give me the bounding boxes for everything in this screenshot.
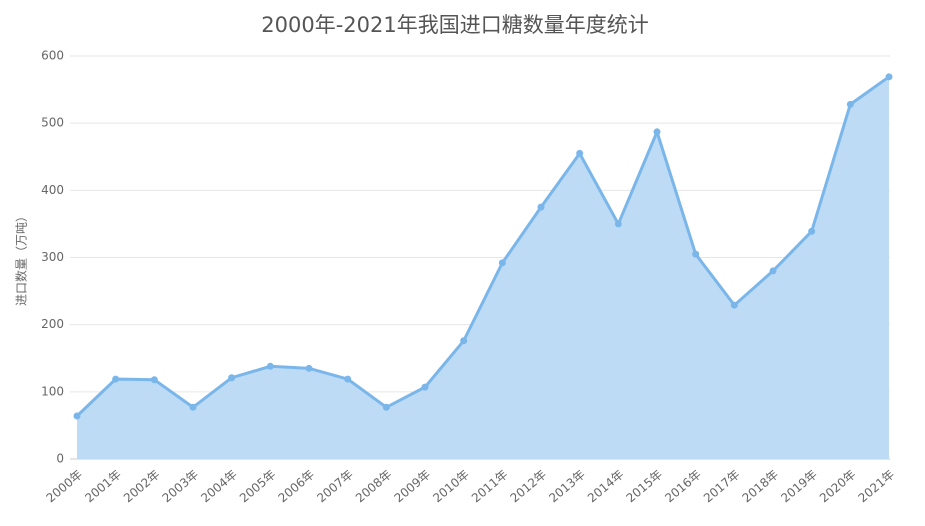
point [73, 412, 81, 420]
x-tick-label: 2000年 [44, 467, 86, 505]
point [460, 337, 468, 345]
x-tick-label: 2014年 [585, 467, 627, 505]
point [730, 301, 738, 309]
point [498, 259, 506, 267]
point [692, 250, 700, 258]
x-tick-label: 2018年 [740, 467, 782, 505]
x-tick-label: 2016年 [662, 467, 704, 505]
point [344, 375, 352, 383]
x-tick-label: 2007年 [314, 467, 356, 505]
y-tick-label: 100 [41, 384, 64, 398]
x-tick-label: 2019年 [778, 467, 820, 505]
x-tick-label: 2002年 [121, 467, 163, 505]
x-tick-label: 2015年 [624, 467, 666, 505]
x-tick-label: 2020年 [817, 467, 859, 505]
y-tick-label: 0 [56, 452, 64, 466]
chart-title: 2000年-2021年我国进口糖数量年度统计 [261, 13, 648, 37]
point [885, 73, 893, 81]
point [576, 149, 584, 157]
line [75, 75, 890, 418]
y-tick-label: 400 [41, 183, 64, 197]
point [808, 227, 816, 235]
x-tick-label: 2013年 [546, 467, 588, 505]
point [846, 100, 854, 108]
point [266, 362, 274, 370]
x-tick-label: 2008年 [353, 467, 395, 505]
y-tick-label: 500 [41, 116, 64, 130]
x-tick-label: 2003年 [160, 467, 202, 505]
point [382, 403, 390, 411]
area-fill [77, 76, 889, 460]
point [769, 267, 777, 275]
y-axis-label: 进口数量（万吨） [14, 210, 29, 306]
y-tick-label: 600 [41, 49, 64, 63]
x-tick-label: 2010年 [430, 467, 472, 505]
x-tick-label: 2017年 [701, 467, 743, 505]
point [421, 383, 429, 391]
x-tick-label: 2009年 [392, 467, 434, 505]
y-tick-label: 300 [41, 250, 64, 264]
point [228, 374, 236, 382]
point [150, 376, 158, 384]
point [653, 128, 661, 136]
point [305, 364, 313, 372]
point [537, 203, 545, 211]
x-tick-label: 2012年 [508, 467, 550, 505]
point [189, 403, 197, 411]
x-tick-label: 2011年 [469, 467, 511, 505]
point [112, 375, 120, 383]
x-tick-label: 2004年 [198, 467, 240, 505]
y-tick-label: 200 [41, 317, 64, 331]
x-tick-label: 2021年 [856, 467, 898, 505]
point [614, 220, 622, 228]
x-tick-label: 2001年 [82, 467, 124, 505]
x-tick-label: 2005年 [237, 467, 279, 505]
x-tick-label: 2006年 [276, 467, 318, 505]
